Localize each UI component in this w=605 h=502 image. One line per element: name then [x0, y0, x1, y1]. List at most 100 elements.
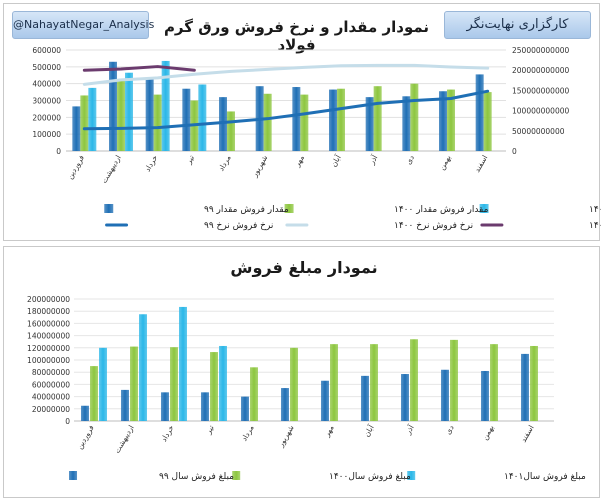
legend-label: مبلغ فروش سال۱۴۰۰	[329, 472, 411, 482]
sales-amount-chart-title: نمودار مبلغ فروش	[230, 258, 378, 277]
bar-1400	[447, 89, 455, 151]
bar-1400	[170, 347, 178, 421]
y-tick-label: 140000000	[27, 332, 70, 341]
y-right-tick-label: 50000000000	[512, 127, 565, 136]
quantity-rate-chart: 0 100000 200000 300000 400000 500000 600000 0 50…	[32, 46, 601, 231]
y-left-tick-label: 400000	[32, 80, 61, 89]
legend-label: مبلغ فروش سال۱۴۰۱	[504, 472, 586, 482]
x-tick-label: اردیبهشت	[112, 424, 135, 455]
y-tick-label: 200000000	[27, 295, 70, 304]
bar-99	[219, 97, 227, 151]
bar-1401	[161, 60, 170, 151]
legend-label: مقدار فروش مقدار ۱۴۰۰	[394, 205, 489, 215]
bar-99	[475, 74, 484, 151]
x-tick-label: بهمن	[437, 154, 453, 172]
x-tick-label: خرداد	[143, 153, 160, 173]
bar-1400	[153, 94, 162, 151]
bar-1400	[90, 366, 98, 421]
y-left-tick-label: 0	[56, 147, 61, 156]
bar-99	[182, 88, 191, 151]
bar-1400	[290, 347, 298, 421]
x-tick-label: اسفند	[519, 424, 536, 444]
bar-99	[281, 388, 289, 421]
legend-label: مقدار فروش مقدار ۱۴۰۱	[589, 205, 601, 215]
legend-label: مقدار فروش مقدار ۹۹	[204, 205, 289, 215]
bar-1401	[88, 87, 97, 151]
y-tick-label: 80000000	[32, 368, 70, 377]
x-tick-label: آذر	[402, 422, 416, 436]
bar-1400	[330, 344, 338, 421]
x-tick-label: مرداد	[239, 424, 255, 443]
x-tick-label: اردیبهشت	[99, 154, 122, 185]
bar-1400	[410, 83, 419, 151]
x-tick-label: شهریور	[276, 424, 296, 450]
bar-1400	[337, 88, 345, 151]
y-tick-label: 100000000	[27, 356, 70, 365]
bar-1400	[450, 339, 458, 421]
agency-name-badge: کارگزاری نهایت‌نگر	[444, 11, 591, 39]
bar-1401	[139, 314, 147, 421]
x-tick-label: شهریور	[249, 154, 269, 180]
bar-99	[401, 374, 409, 421]
bar-1400	[130, 346, 138, 421]
legend-swatch	[104, 204, 114, 213]
bar-1400	[117, 80, 125, 151]
x-tick-label: آذر	[366, 152, 380, 166]
legend-label: نرخ فروش نرخ ۱۴۰۱	[589, 221, 601, 231]
y-left-tick-label: 100000	[32, 130, 61, 139]
x-tick-label: مهر	[292, 154, 306, 169]
y-tick-label: 160000000	[27, 319, 70, 328]
legend-swatch	[284, 204, 294, 213]
bar-99	[292, 87, 301, 151]
legend-swatch	[479, 204, 489, 213]
x-tick-label: اسفند	[472, 154, 489, 174]
x-tick-label: تیر	[184, 154, 197, 167]
x-tick-label: دی	[443, 424, 455, 436]
x-tick-label: فروردین	[65, 153, 86, 180]
bottom-chart-panel: نمودار مبلغ فروش 0 20000000 40000000 600000…	[3, 246, 600, 498]
bar-1400	[227, 111, 235, 151]
legend-label: نرخ فروش نرخ ۹۹	[204, 221, 273, 231]
bar-1400	[80, 95, 89, 151]
bar-99	[81, 405, 89, 421]
bar-99	[321, 380, 329, 421]
bar-1400	[300, 94, 309, 151]
bar-99	[439, 91, 447, 151]
bar-1401	[99, 347, 107, 421]
x-tick-label: بهمن	[480, 424, 496, 442]
y-tick-label: 120000000	[27, 344, 70, 353]
x-tick-label: مهر	[322, 424, 336, 439]
bar-1400	[373, 86, 382, 151]
bar-1400	[250, 367, 258, 421]
x-tick-label: مرداد	[216, 154, 232, 173]
bar-1400	[410, 339, 418, 421]
bar-99	[402, 96, 411, 151]
sales-amount-chart: 0 20000000 40000000 60000000 80000000 1000000…	[27, 295, 586, 482]
x-tick-label: خرداد	[159, 423, 176, 443]
y-tick-label: 40000000	[32, 393, 70, 402]
bar-1401	[219, 345, 227, 421]
bar-99	[365, 97, 374, 151]
bar-99	[109, 61, 117, 151]
top-chart-panel: @NahayatNegar_Analysis نمودار مقدار و نر…	[3, 3, 601, 241]
bar-99	[161, 392, 169, 421]
x-tick-label: فروردین	[75, 423, 96, 450]
y-right-tick-label: 250000000000	[512, 46, 569, 55]
y-tick-label: 180000000	[27, 307, 70, 316]
y-left-tick-label: 300000	[32, 97, 61, 106]
y-left-tick-label: 600000	[32, 46, 61, 55]
bar-1401	[179, 306, 187, 421]
y-tick-label: 60000000	[32, 380, 70, 389]
y-tick-label: 20000000	[32, 405, 70, 414]
bar-99	[361, 375, 369, 421]
y-left-tick-label: 500000	[32, 63, 61, 72]
y-right-tick-label: 150000000000	[512, 86, 569, 95]
x-tick-label: آبان	[328, 152, 343, 168]
legend-swatch	[407, 471, 416, 480]
x-tick-label: دی	[404, 154, 416, 166]
rate-line-1401	[82, 65, 196, 72]
bar-1400	[530, 345, 538, 421]
bar-99	[72, 106, 81, 151]
rate-line-1400	[82, 63, 490, 86]
bar-1400	[483, 92, 492, 151]
